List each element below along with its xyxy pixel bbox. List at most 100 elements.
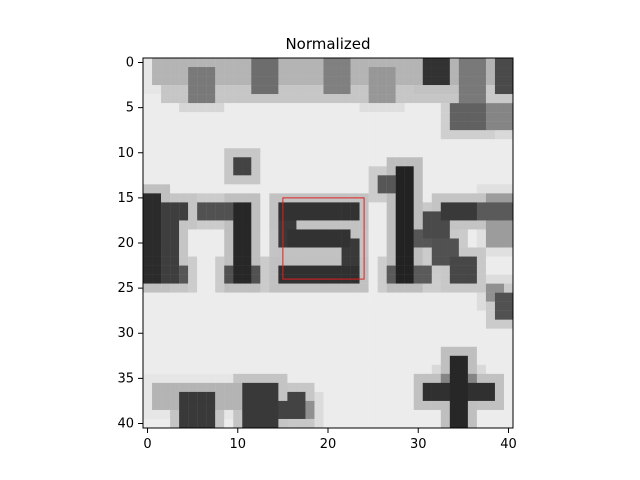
heatmap-cell xyxy=(503,337,514,347)
heatmap-cell xyxy=(431,67,442,77)
heatmap-cell xyxy=(359,139,369,149)
heatmap-cell xyxy=(332,103,342,113)
heatmap-cell xyxy=(503,382,514,393)
heatmap-cell xyxy=(386,193,396,203)
heatmap-cell xyxy=(332,319,342,329)
heatmap-cells xyxy=(143,58,514,429)
heatmap-cell xyxy=(377,166,387,176)
heatmap-cell xyxy=(242,364,252,375)
heatmap-cell xyxy=(386,319,396,329)
heatmap-cell xyxy=(458,319,469,329)
heatmap-cell xyxy=(467,121,478,131)
heatmap-cell xyxy=(224,256,234,266)
y-tick-label: 40 xyxy=(117,416,134,431)
heatmap-cell xyxy=(440,337,451,347)
heatmap-cell xyxy=(188,355,198,366)
heatmap-cell xyxy=(359,283,369,293)
heatmap-cell xyxy=(422,184,432,194)
heatmap-cell xyxy=(341,346,351,357)
heatmap-cell xyxy=(269,157,279,167)
heatmap-cell xyxy=(494,310,505,320)
heatmap-cell xyxy=(152,103,162,113)
heatmap-cell xyxy=(197,274,207,284)
heatmap-cell xyxy=(143,373,153,384)
heatmap-cell xyxy=(251,409,261,420)
heatmap-cell xyxy=(296,229,306,239)
heatmap-cell xyxy=(224,274,234,284)
heatmap-cell xyxy=(395,310,405,320)
heatmap-cell xyxy=(161,301,171,311)
heatmap-cell xyxy=(377,301,387,311)
heatmap-cell xyxy=(197,247,207,257)
heatmap-cell xyxy=(233,166,243,176)
heatmap-cell xyxy=(440,310,451,320)
heatmap-cell xyxy=(485,328,496,338)
heatmap-cell xyxy=(386,400,396,411)
heatmap-cell xyxy=(458,202,469,212)
heatmap-cell xyxy=(476,337,487,347)
heatmap-cell xyxy=(179,166,189,176)
heatmap-cell xyxy=(314,139,324,149)
heatmap-cell xyxy=(188,121,198,131)
heatmap-cell xyxy=(206,211,216,221)
heatmap-cell xyxy=(341,130,351,140)
heatmap-cell xyxy=(224,310,234,320)
heatmap-cell xyxy=(503,103,514,113)
heatmap-cell xyxy=(143,256,153,266)
heatmap-cell xyxy=(332,346,342,357)
heatmap-cell xyxy=(440,85,451,95)
heatmap-cell xyxy=(494,85,505,95)
heatmap-cell xyxy=(359,328,369,338)
heatmap-cell xyxy=(233,148,243,158)
heatmap-cell xyxy=(170,184,180,194)
heatmap-cell xyxy=(422,211,432,221)
heatmap-cell xyxy=(242,373,252,384)
heatmap-cell xyxy=(422,382,432,393)
heatmap-cell xyxy=(458,58,469,68)
heatmap-cell xyxy=(233,355,243,366)
heatmap-cell xyxy=(287,157,297,167)
heatmap-cell xyxy=(161,103,171,113)
heatmap-cell xyxy=(161,58,171,68)
heatmap-cell xyxy=(503,157,514,167)
heatmap-cell xyxy=(422,346,432,357)
heatmap-cell xyxy=(395,355,405,366)
heatmap-cell xyxy=(368,328,378,338)
heatmap-cell xyxy=(188,157,198,167)
heatmap-cell xyxy=(440,184,451,194)
heatmap-cell xyxy=(485,184,496,194)
heatmap-cell xyxy=(332,220,342,230)
heatmap-cell xyxy=(305,184,315,194)
heatmap-cell xyxy=(413,319,423,329)
heatmap-cell xyxy=(467,139,478,149)
heatmap-cell xyxy=(152,76,162,86)
heatmap-cell xyxy=(386,202,396,212)
heatmap-cell xyxy=(341,409,351,420)
heatmap-cell xyxy=(314,400,324,411)
heatmap-cell xyxy=(269,76,279,86)
heatmap-cell xyxy=(386,184,396,194)
heatmap-cell xyxy=(413,112,423,122)
heatmap-cell xyxy=(467,373,478,384)
heatmap-cell xyxy=(494,202,505,212)
heatmap-cell xyxy=(422,94,432,104)
heatmap-cell xyxy=(179,256,189,266)
heatmap-cell xyxy=(467,346,478,357)
heatmap-cell xyxy=(503,229,514,239)
heatmap-cell xyxy=(485,265,496,275)
heatmap-cell xyxy=(332,175,342,185)
heatmap-cell xyxy=(476,202,487,212)
heatmap-cell xyxy=(287,85,297,95)
heatmap-cell xyxy=(395,184,405,194)
heatmap-cell xyxy=(161,337,171,347)
heatmap-cell xyxy=(314,175,324,185)
y-tick-label: 30 xyxy=(117,326,134,341)
heatmap-cell xyxy=(485,175,496,185)
heatmap-cell xyxy=(323,247,333,257)
heatmap-cell xyxy=(152,337,162,347)
heatmap-cell xyxy=(242,265,252,275)
heatmap-cell xyxy=(170,346,180,357)
heatmap-cell xyxy=(143,292,153,302)
heatmap-cell xyxy=(359,76,369,86)
heatmap-cell xyxy=(341,382,351,393)
